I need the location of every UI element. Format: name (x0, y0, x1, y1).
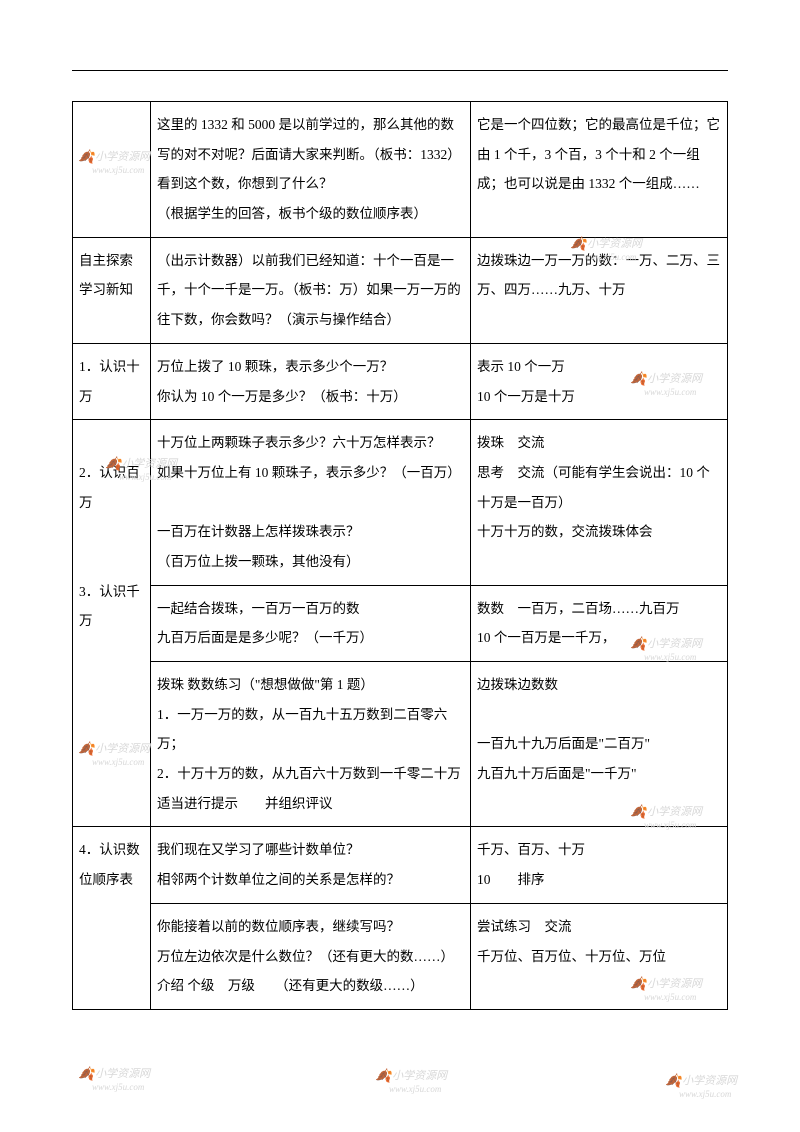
teacher-activity-cell: 拨珠 数数练习（"想想做做"第 1 题） 1．一万一万的数，从一百九十五万数到二… (151, 662, 471, 827)
teacher-activity-cell: （出示计数器）以前我们已经知道：十个一百是一千，十个一千是一万。（板书：万）如果… (151, 237, 471, 343)
leaf-icon: 🍂 (375, 1068, 391, 1084)
table-row: 自主探索 学习新知（出示计数器）以前我们已经知道：十个一百是一千，十个一千是一万… (73, 237, 728, 343)
watermark: 🍂小学资源网www.xj5u.com (375, 1067, 447, 1094)
teacher-activity-cell: 万位上拨了 10 颗珠，表示多少个一万？ 你认为 10 个一万是多少？（板书：十… (151, 343, 471, 419)
teacher-activity-cell: 你能接着以前的数位顺序表，继续写吗？ 万位左边依次是什么数位？（还有更大的数……… (151, 903, 471, 1009)
top-rule (72, 70, 728, 71)
student-activity-cell: 边拨珠边一万一万的数：一万、二万、三万、四万……九万、十万 (471, 237, 728, 343)
teacher-activity-cell: 这里的 1332 和 5000 是以前学过的，那么其他的数写的对不对呢？后面请大… (151, 102, 471, 238)
stage-cell: 1．认识十万 (73, 343, 151, 419)
table-row: 你能接着以前的数位顺序表，继续写吗？ 万位左边依次是什么数位？（还有更大的数……… (73, 903, 728, 1009)
teacher-activity-cell: 十万位上两颗珠子表示多少？六十万怎样表示？ 如果十万位上有 10 颗珠子，表示多… (151, 420, 471, 585)
teacher-activity-cell: 一起结合拨珠，一百万一百万的数 九百万后面是是多少呢？（一千万） (151, 585, 471, 661)
stage-cell: 4．认识数位顺序表 (73, 827, 151, 1009)
student-activity-cell: 数数 一百万，二百场……九百万 10 个一百万是一千万， (471, 585, 728, 661)
table-row: 2．认识百万 3．认识千万十万位上两颗珠子表示多少？六十万怎样表示？ 如果十万位… (73, 420, 728, 585)
student-activity-cell: 边拨珠边数数 一百九十九万后面是"二百万" 九百九十万后面是"一千万" (471, 662, 728, 827)
stage-cell: 2．认识百万 3．认识千万 (73, 420, 151, 827)
stage-cell (73, 102, 151, 238)
table-row: 这里的 1332 和 5000 是以前学过的，那么其他的数写的对不对呢？后面请大… (73, 102, 728, 238)
watermark: 🍂小学资源网www.xj5u.com (78, 1065, 150, 1092)
table-row: 一起结合拨珠，一百万一百万的数 九百万后面是是多少呢？（一千万）数数 一百万，二… (73, 585, 728, 661)
student-activity-cell: 千万、百万、十万 10 排序 (471, 827, 728, 903)
teacher-activity-cell: 我们现在又学习了哪些计数单位？ 相邻两个计数单位之间的关系是怎样的？ (151, 827, 471, 903)
student-activity-cell: 它是一个四位数；它的最高位是千位；它由 1 个千，3 个百，3 个十和 2 个一… (471, 102, 728, 238)
lesson-plan-table: 这里的 1332 和 5000 是以前学过的，那么其他的数写的对不对呢？后面请大… (72, 101, 728, 1010)
student-activity-cell: 表示 10 个一万 10 个一万是十万 (471, 343, 728, 419)
table-row: 1．认识十万万位上拨了 10 颗珠，表示多少个一万？ 你认为 10 个一万是多少… (73, 343, 728, 419)
table-row: 拨珠 数数练习（"想想做做"第 1 题） 1．一万一万的数，从一百九十五万数到二… (73, 662, 728, 827)
watermark: 🍂小学资源网www.xj5u.com (665, 1072, 737, 1099)
stage-cell: 自主探索 学习新知 (73, 237, 151, 343)
leaf-icon: 🍂 (665, 1073, 681, 1089)
student-activity-cell: 尝试练习 交流 千万位、百万位、十万位、万位 (471, 903, 728, 1009)
student-activity-cell: 拨珠 交流 思考 交流（可能有学生会说出：10 个十万是一百万） 十万十万的数，… (471, 420, 728, 585)
leaf-icon: 🍂 (78, 1066, 94, 1082)
table-row: 4．认识数位顺序表我们现在又学习了哪些计数单位？ 相邻两个计数单位之间的关系是怎… (73, 827, 728, 903)
